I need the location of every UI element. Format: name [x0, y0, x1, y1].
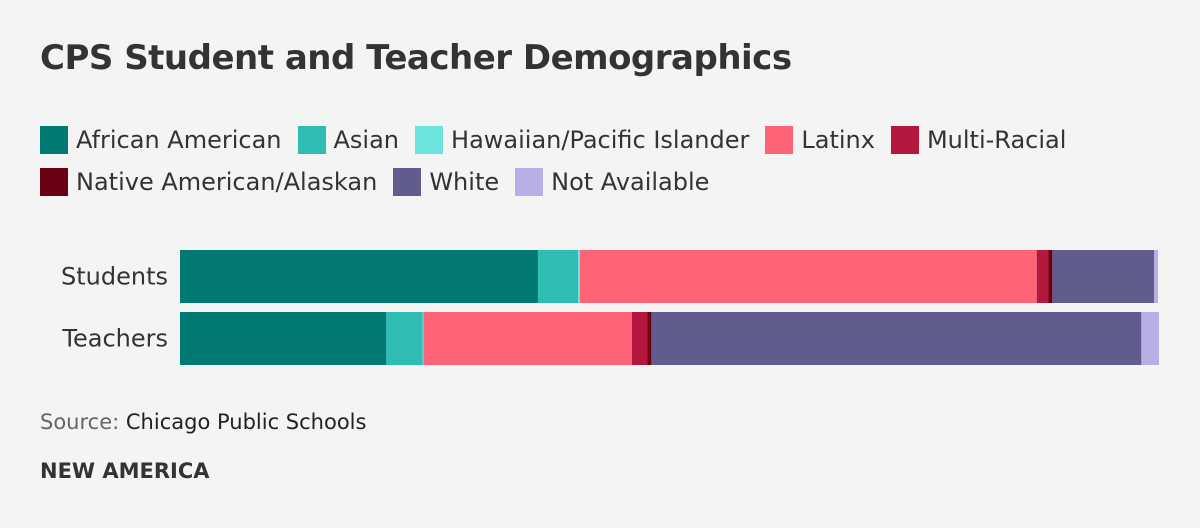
legend-swatch — [393, 168, 422, 196]
legend-swatch — [415, 126, 444, 154]
bar-segment — [1141, 312, 1159, 365]
legend-item: White — [393, 166, 499, 198]
legend-item: Latinx — [765, 124, 875, 156]
bar-segment — [651, 312, 1142, 365]
bar-segment — [647, 312, 652, 365]
legend-label: White — [429, 168, 500, 196]
legend-swatch — [515, 168, 544, 196]
bar-segment — [1052, 250, 1155, 303]
legend-label: Native American/Alaskan — [76, 168, 378, 196]
footer: NEW AMERICA — [40, 459, 210, 483]
bar-segment — [422, 312, 424, 365]
bar-segment — [537, 250, 579, 303]
chart: Students Teachers — [61, 250, 1159, 365]
bar-segment — [386, 312, 423, 365]
legend-item: Native American/Alaskan — [40, 166, 377, 198]
legend-swatch — [765, 126, 794, 154]
legend-label: Latinx — [801, 126, 875, 154]
legend-swatch — [297, 126, 326, 154]
bar-segment — [1036, 250, 1049, 303]
source-label: Source: — [40, 410, 120, 434]
legend-item: Hawaiian/Pacific Islander — [415, 124, 749, 156]
chart-title: CPS Student and Teacher Demographics — [40, 38, 792, 78]
legend-label: Hawaiian/Pacific Islander — [451, 126, 750, 154]
legend-item: Asian — [297, 124, 400, 156]
legend-swatch — [890, 126, 919, 154]
bar-segment — [1154, 250, 1158, 303]
legend-label: Not Available — [551, 168, 710, 196]
legend: African American Asian Hawaiian/Pacific Is… — [40, 124, 1150, 198]
bar-segment — [180, 312, 387, 365]
legend-item: African American — [40, 124, 282, 156]
bar-segment — [578, 250, 581, 303]
y-tick-label: Students — [61, 263, 168, 291]
bar-segment — [1048, 250, 1053, 303]
y-tick-label: Teachers — [61, 325, 168, 353]
bar-segment — [631, 312, 648, 365]
legend-item: Multi-Racial — [890, 124, 1067, 156]
source-text: Chicago Public Schools — [125, 410, 367, 434]
legend-item: Not Available — [515, 166, 709, 198]
bar-segment — [180, 250, 538, 303]
bar-segment — [423, 312, 632, 365]
legend-label: Asian — [333, 126, 400, 154]
bar-segment — [580, 250, 1037, 303]
legend-swatch — [40, 126, 68, 154]
legend-label: Multi-Racial — [926, 126, 1067, 154]
source: Source: Chicago Public Schools — [40, 410, 366, 434]
legend-label: African American — [76, 126, 282, 154]
legend-swatch — [40, 168, 68, 196]
